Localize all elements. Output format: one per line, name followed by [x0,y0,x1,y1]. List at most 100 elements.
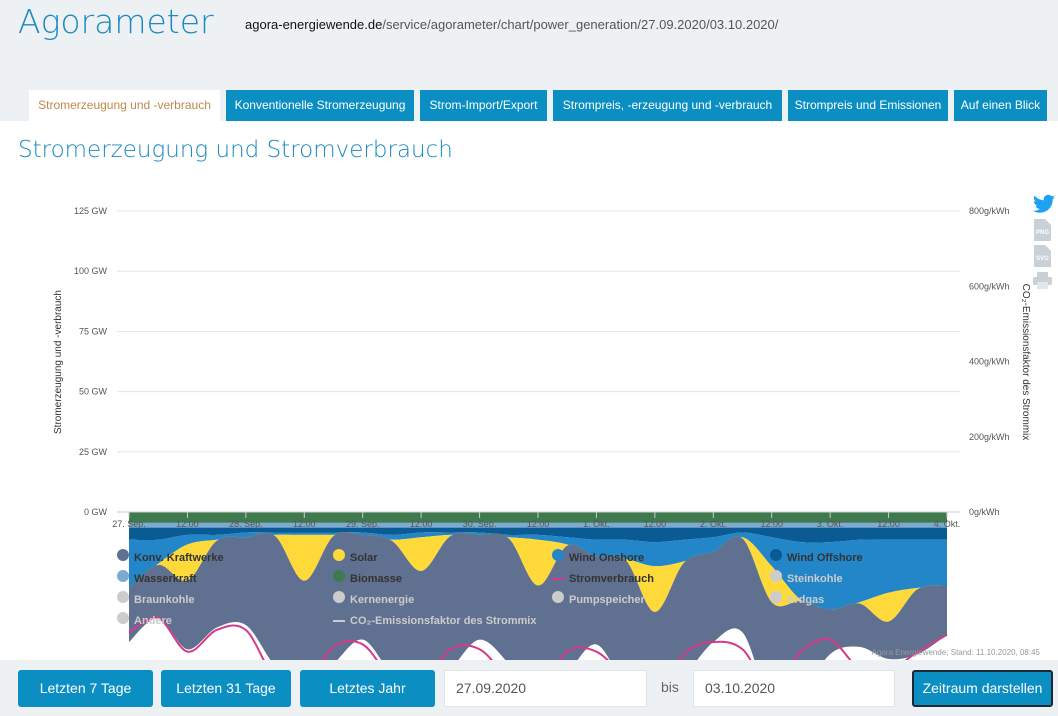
tab-strompreis-erzeugung[interactable]: Strompreis, -erzeugung und -verbrauch [553,90,782,121]
legend-label: Braunkohle [134,594,195,606]
line-marker-icon [552,578,564,580]
x-tick-label: 1. Okt. [583,519,610,529]
y-tick-label: 0 GW [84,507,108,517]
tab-strompreis-emissionen[interactable]: Strompreis und Emissionen [788,90,948,121]
tab-import-export[interactable]: Strom-Import/Export [420,90,547,121]
y-tick-label: 75 GW [79,326,108,336]
x-tick-label: 12:00 [410,519,433,529]
y-axis-title: Stromerzeugung und -verbrauch [53,290,64,434]
x-tick-label: 29. Sep. [346,519,380,529]
logo[interactable]: Agorameter [18,2,214,41]
svg-text:SVG: SVG [1036,256,1049,262]
header: Agorameter agora-energiewende.de/service… [0,0,1058,121]
legend-item[interactable]: Erdgas [770,591,825,606]
show-range-button[interactable]: Zeitraum darstellen [912,670,1053,707]
legend-item[interactable]: Wasserkraft [117,570,197,585]
legend-label: Erdgas [787,594,825,606]
legend-item[interactable]: Konv. Kraftwerke [117,549,224,564]
x-tick-label: 30. Sep. [463,519,497,529]
legend-label: CO₂-Emissionsfaktor des Strommix [350,615,537,627]
tab-auf-einen-blick[interactable]: Auf einen Blick [954,90,1047,121]
legend-label: Steinkohle [787,573,843,585]
y-tick-label: 100 GW [74,266,108,276]
area-wind-onshore [129,532,947,610]
area-solar [129,532,947,622]
x-tick-label: 2. Okt. [700,519,727,529]
legend-label: Wasserkraft [134,573,197,585]
legend-item[interactable]: Wind Onshore [552,549,645,564]
y-tick-label: 50 GW [79,387,108,397]
twitter-icon[interactable] [1033,194,1055,214]
legend-item[interactable]: CO₂-Emissionsfaktor des Strommix [333,615,536,627]
y-right-tick-label: 0g/kWh [969,507,1000,517]
x-tick-label: 12:00 [877,519,900,529]
legend-label: Kernenergie [350,594,415,606]
circle-marker-icon [117,591,129,603]
url-text: agora-energiewende.de/service/agorameter… [245,17,778,32]
url-domain: agora-energiewende.de [245,17,383,32]
line-stromverbrauch [128,616,948,660]
area-wind-offshore [129,527,947,543]
legend-label: Wind Offshore [787,552,863,564]
y-right-tick-label: 800g/kWh [969,206,1010,216]
svg-text:PNG: PNG [1036,230,1049,236]
x-tick-label: 12:00 [176,519,199,529]
legend-item[interactable]: Braunkohle [117,591,195,606]
x-tick-label: 28. Sep. [229,519,263,529]
legend-item[interactable]: Biomasse [333,570,402,585]
circle-marker-icon [333,549,345,561]
legend-item[interactable]: Stromverbrauch [552,573,654,585]
circle-marker-icon [333,591,345,603]
date-from-input[interactable]: 27.09.2020 [444,670,647,707]
legend-label: Stromverbrauch [569,573,654,585]
legend-item[interactable]: Steinkohle [770,570,843,585]
legend-label: Biomasse [350,573,402,585]
circle-marker-icon [770,549,782,561]
date-to-input[interactable]: 03.10.2020 [693,670,895,707]
tab-stromerzeugung[interactable]: Stromerzeugung und -verbrauch [29,90,220,121]
y-right-tick-label: 400g/kWh [969,357,1010,367]
x-tick-label: 3. Okt. [817,519,844,529]
credit-text: Agora Energiewende; Stand: 11.10.2020, 0… [871,648,1040,657]
legend-label: Konv. Kraftwerke [134,552,224,564]
legend-item[interactable]: Pumpspeicher [552,591,645,606]
circle-marker-icon [770,570,782,582]
last-year-button[interactable]: Letztes Jahr [300,670,435,707]
circle-marker-icon [117,612,129,624]
legend-label: Pumpspeicher [569,594,645,606]
last-31-days-button[interactable]: Letzten 31 Tage [161,670,291,707]
bis-label: bis [661,679,679,695]
legend-label: Andere [134,615,172,627]
x-tick-label: 27. Sep. [112,519,146,529]
png-export-icon[interactable]: PNG [1034,219,1051,241]
x-tick-label: 12:00 [527,519,550,529]
area-wasserkraft [129,522,947,528]
legend-item[interactable]: Kernenergie [333,591,415,606]
circle-marker-icon [117,570,129,582]
last-7-days-button[interactable]: Letzten 7 Tage [18,670,153,707]
y-tick-label: 125 GW [74,206,108,216]
x-tick-label: 12:00 [760,519,783,529]
legend-item[interactable]: Solar [333,549,378,564]
line-marker-icon [333,620,345,622]
svg-export-icon[interactable]: SVG [1034,245,1051,267]
x-tick-label: 12:00 [644,519,667,529]
url-path: /service/agorameter/chart/power_generati… [382,17,779,32]
circle-marker-icon [770,591,782,603]
circle-marker-icon [552,591,564,603]
circle-marker-icon [552,549,564,561]
circle-marker-icon [117,549,129,561]
y-right-tick-label: 200g/kWh [969,432,1010,442]
tab-konventionelle[interactable]: Konventionelle Stromerzeugung [226,90,414,121]
x-tick-label: 4. Okt. [934,519,961,529]
print-icon[interactable] [1033,272,1052,289]
legend-item[interactable]: Wind Offshore [770,549,863,564]
legend-label: Wind Onshore [569,552,645,564]
legend-item[interactable]: Andere [117,612,172,627]
x-tick-label: 12:00 [293,519,316,529]
circle-marker-icon [333,570,345,582]
area-konv-kraftwerke [129,532,947,660]
y-right-tick-label: 600g/kWh [969,281,1010,291]
y-axis-right-title: CO₂-Emissionsfaktor des Strommix [1020,284,1031,441]
chart: 0 GW 25 GW 50 GW 75 GW 100 GW 125 GW 0g/kWh 200… [53,206,1031,660]
